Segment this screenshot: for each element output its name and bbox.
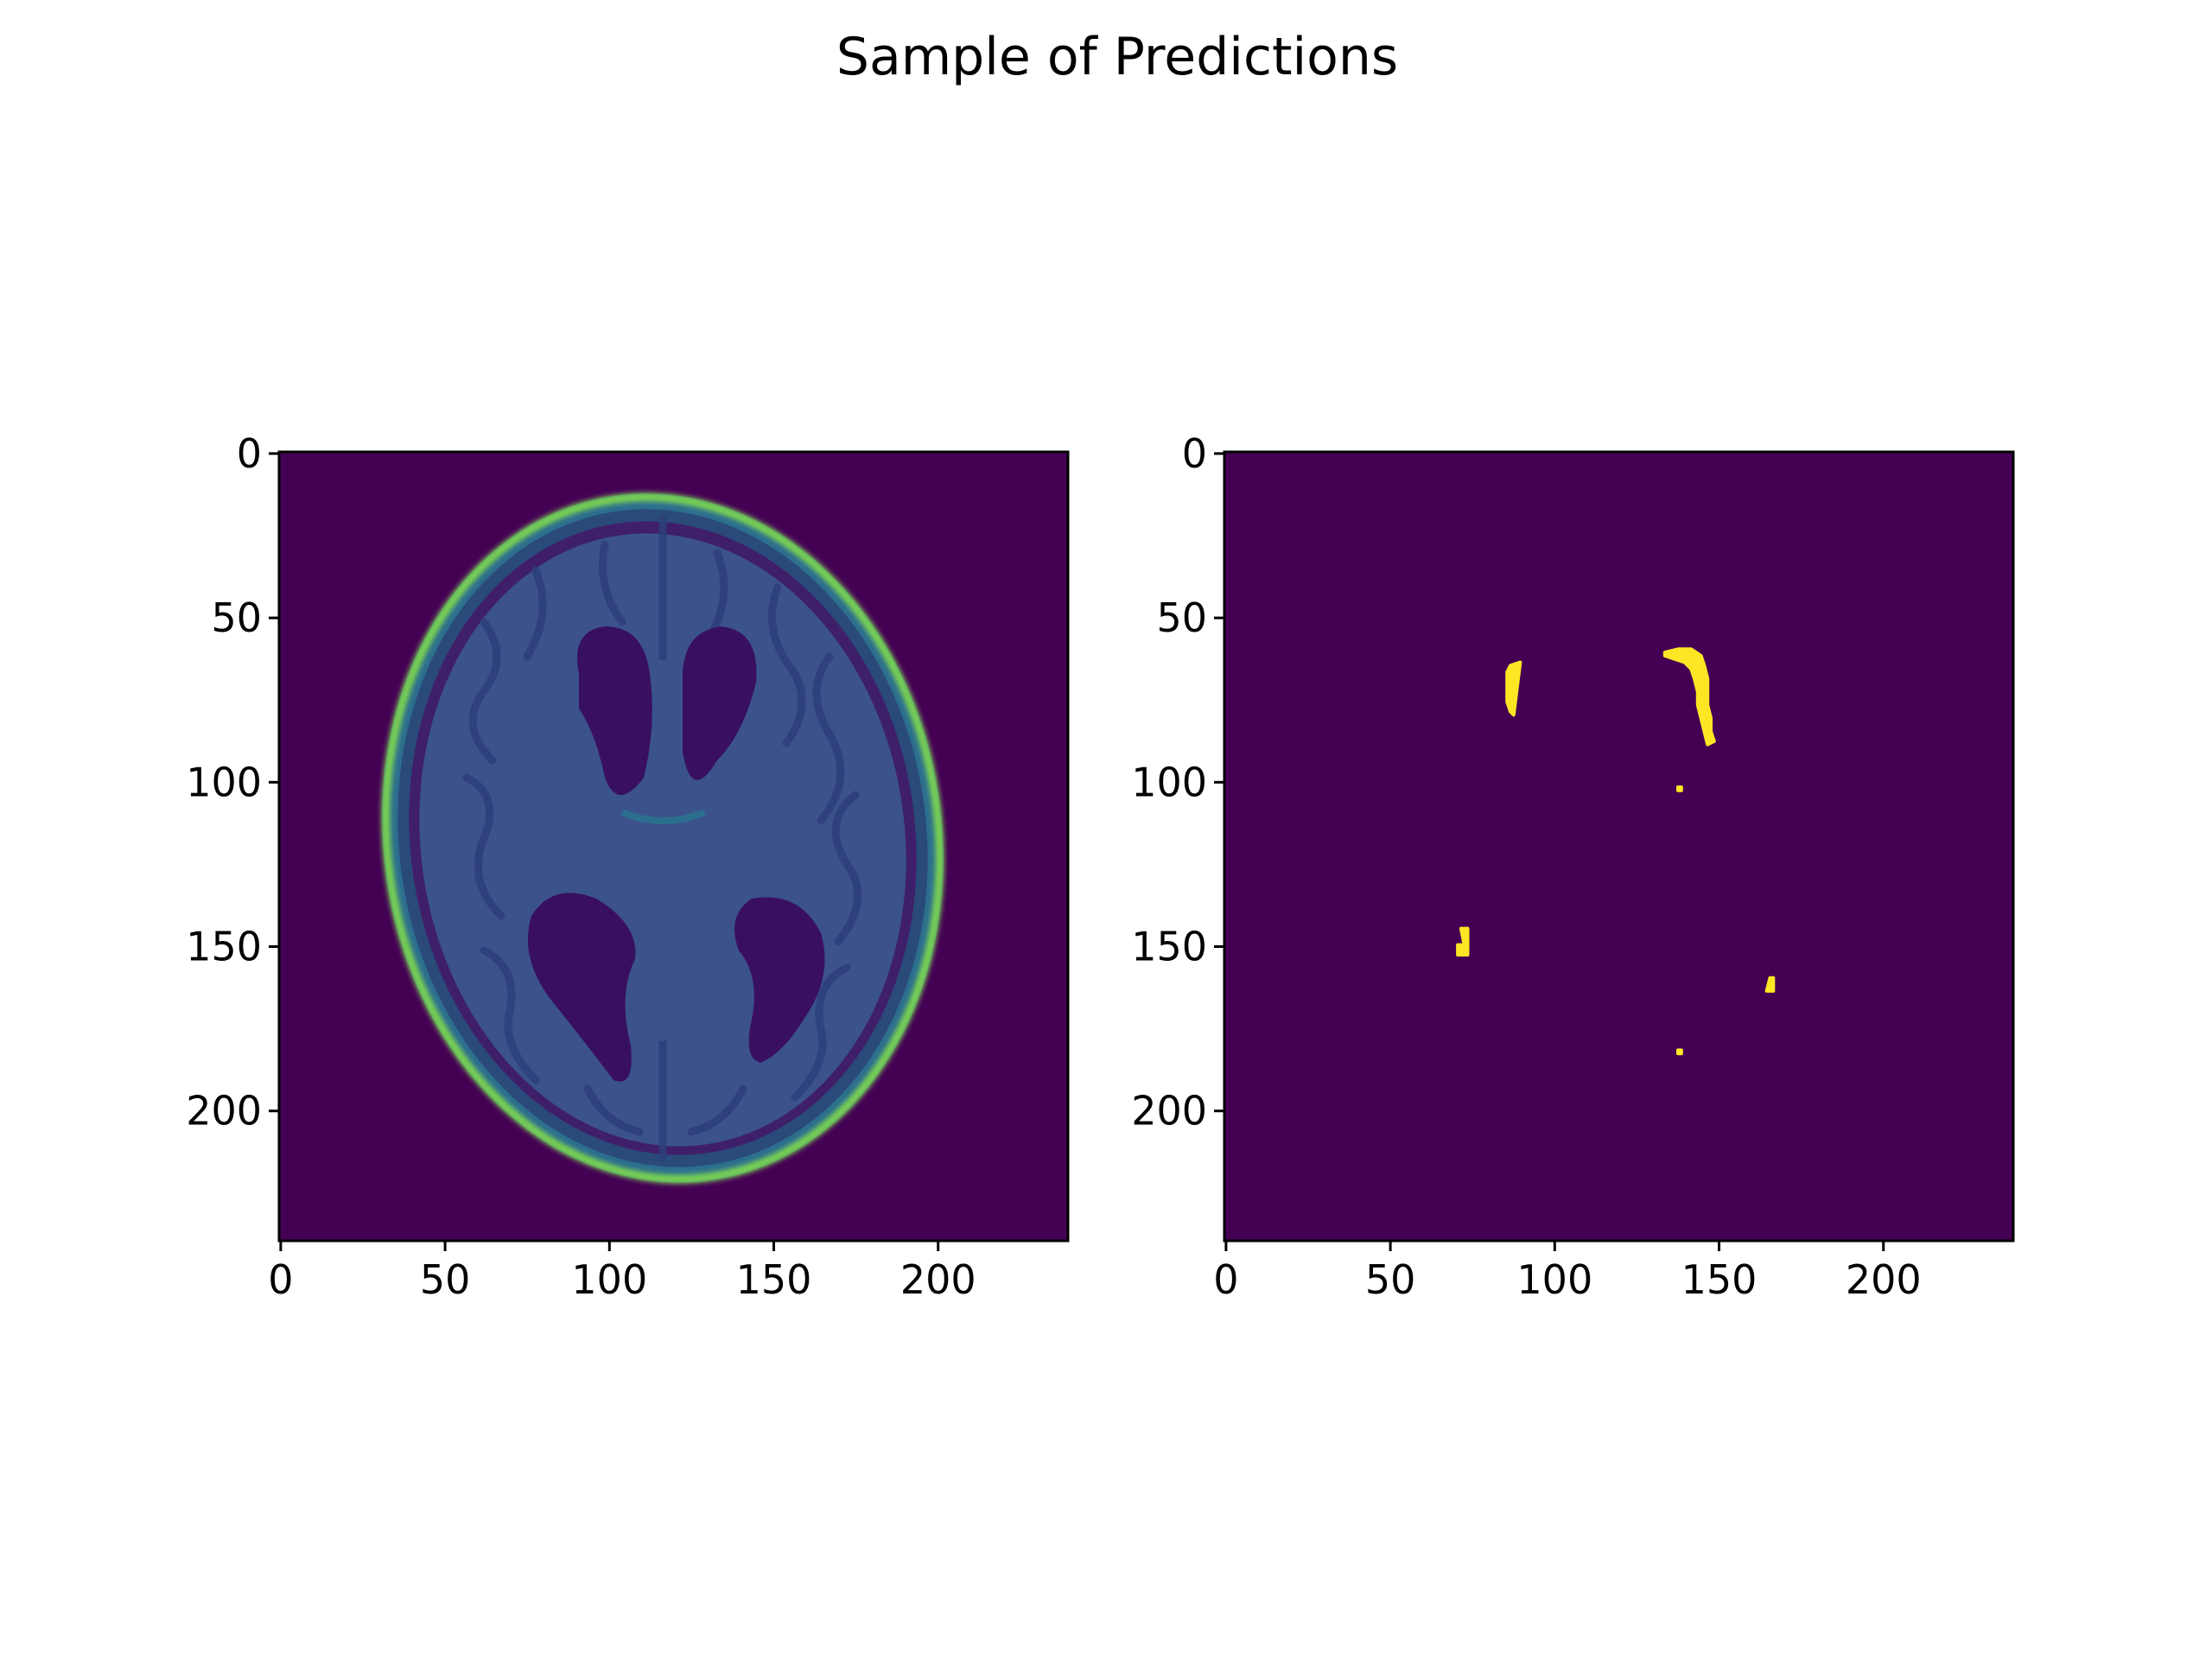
mri-xtick-label-2: 100: [571, 1256, 647, 1303]
mri-ventricle-right-occipital: [734, 897, 825, 1063]
mri-xtick-label-0: 0: [268, 1256, 293, 1303]
mri-xtick-label-1: 50: [420, 1256, 471, 1303]
prediction-xtick-label-3: 150: [1681, 1256, 1758, 1303]
prediction-xtick-label-1: 50: [1365, 1256, 1416, 1303]
mri-image: [381, 493, 944, 1184]
mask-region-dot-4: [1676, 1048, 1683, 1056]
mri-basal-ganglia: [620, 809, 706, 824]
mri-xtick-label-3: 150: [736, 1256, 812, 1303]
prediction-mask: [1456, 647, 1776, 1056]
mri-ytick-label-2: 100: [186, 759, 262, 805]
prediction-mask-panel: 0 50 100 150 200 0 50 100 150 200: [1131, 430, 2015, 1303]
prediction-mask-background: [1224, 452, 2013, 1241]
prediction-axes-frame: [1223, 450, 2015, 1243]
mask-region-dot-2: [1456, 926, 1470, 957]
prediction-xtick-label-2: 100: [1516, 1256, 1592, 1303]
mri-ytick-label-0: 0: [237, 430, 262, 477]
mri-ventricle-right-frontal: [683, 626, 757, 780]
mri-ytick-label-4: 200: [186, 1088, 262, 1135]
mask-region-dot-3: [1764, 976, 1776, 993]
prediction-xtick-label-0: 0: [1213, 1256, 1238, 1303]
mask-region-left-arc: [1505, 660, 1522, 717]
prediction-ytick-label-1: 50: [1156, 594, 1207, 641]
mri-midline: [637, 890, 690, 1041]
prediction-ticks: 0 50 100 150 200 0 50 100 150 200: [1131, 430, 1921, 1303]
mri-xtick-label-4: 200: [900, 1256, 976, 1303]
mri-image-panel: 0 50 100 150 200 0 50 100 150 200: [186, 430, 1070, 1303]
mri-sulci: [462, 514, 862, 1162]
mri-ventricle-left-frontal: [577, 626, 652, 795]
mri-bright-rim: [381, 493, 944, 1184]
prediction-ytick-label-3: 150: [1131, 924, 1207, 970]
prediction-ytick-label-0: 0: [1182, 430, 1207, 477]
mri-axes-frame: [277, 450, 1070, 1243]
prediction-ytick-label-2: 100: [1131, 759, 1207, 805]
mask-region-dot-1: [1676, 785, 1683, 792]
mri-ytick-label-3: 150: [186, 924, 262, 970]
figure-title: Sample of Predictions: [836, 27, 1398, 87]
prediction-xtick-label-4: 200: [1846, 1256, 1922, 1303]
mri-ticks: 0 50 100 150 200 0 50 100 150 200: [186, 430, 976, 1303]
mri-ventricle-left-occipital: [527, 893, 636, 1082]
mask-region-right-arc: [1662, 647, 1716, 747]
mri-ytick-label-1: 50: [211, 594, 262, 641]
prediction-ytick-label-4: 200: [1131, 1088, 1207, 1135]
